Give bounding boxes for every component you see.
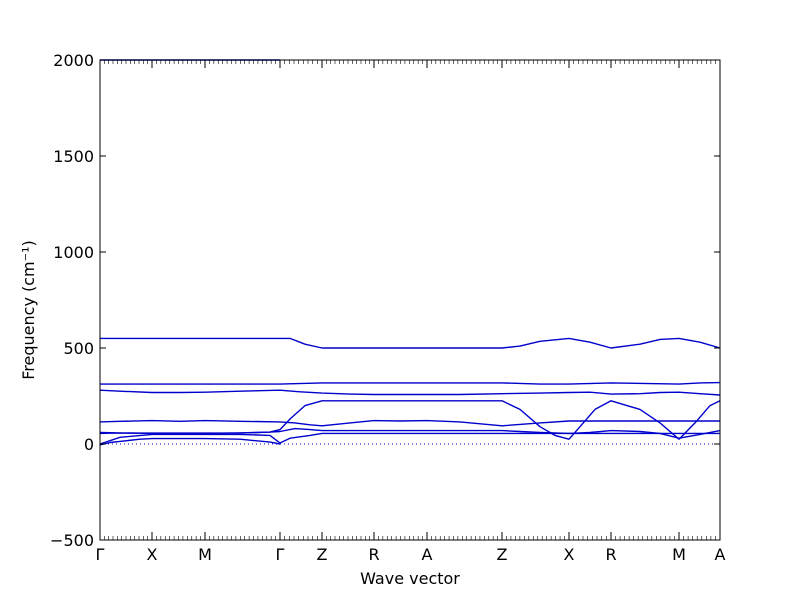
band-line-7 bbox=[100, 381, 721, 385]
x-tick-label: X bbox=[147, 545, 158, 564]
y-tick-label: 500 bbox=[63, 339, 94, 358]
x-tick-label: M bbox=[672, 545, 686, 564]
y-axis-label: Frequency (cm⁻¹) bbox=[19, 240, 38, 379]
x-tick-label: A bbox=[422, 545, 433, 564]
x-minor-ticks bbox=[104, 60, 716, 540]
x-tick-label: R bbox=[368, 545, 379, 564]
band-line-1 bbox=[99, 437, 281, 446]
y-ticks: 2000 1500 1000 500 0 −500 bbox=[50, 51, 720, 550]
y-tick-label: 0 bbox=[84, 435, 94, 454]
series-layer bbox=[99, 59, 721, 446]
plot-frame bbox=[99, 59, 721, 541]
x-tick-label: Z bbox=[317, 545, 328, 564]
band-line-5 bbox=[99, 400, 721, 440]
x-tick-label: A bbox=[715, 545, 726, 564]
x-tick-label: Γ bbox=[96, 545, 105, 564]
band-line-8 bbox=[100, 337, 721, 349]
y-tick-label: 1000 bbox=[53, 243, 94, 262]
band-line-6 bbox=[99, 389, 721, 396]
band-line-4 bbox=[99, 419, 720, 427]
x-tick-label: R bbox=[605, 545, 616, 564]
x-tick-label: Z bbox=[497, 545, 508, 564]
x-tick-label: M bbox=[198, 545, 212, 564]
x-axis-label: Wave vector bbox=[360, 569, 460, 588]
y-tick-label: 2000 bbox=[53, 51, 94, 70]
band-line-2 bbox=[99, 432, 720, 445]
x-tick-label: X bbox=[564, 545, 575, 564]
y-tick-label: 1500 bbox=[53, 147, 94, 166]
y-tick-label: −500 bbox=[50, 531, 94, 550]
x-tick-label: Γ bbox=[276, 545, 285, 564]
